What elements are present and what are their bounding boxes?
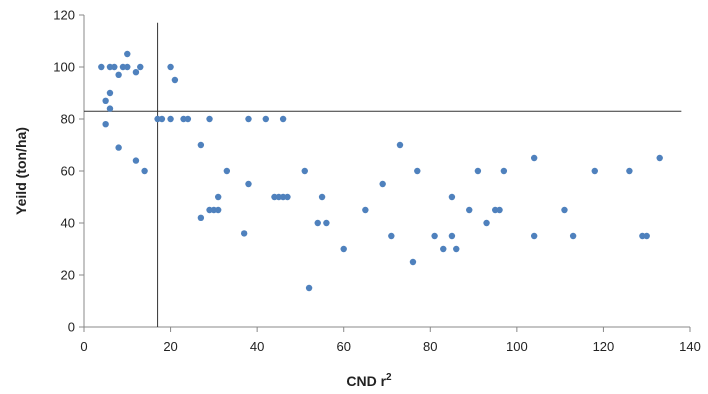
data-point [106,89,114,97]
data-point [591,167,598,175]
x-tick-label: 100 [506,339,528,354]
x-tick-label: 60 [336,339,350,354]
data-point [466,206,473,214]
y-tick-label: 0 [68,320,75,335]
data-point [448,232,456,240]
x-axis-title: CND r2 [346,372,392,389]
data-point [124,63,131,71]
data-point [245,180,252,188]
data-point [279,115,287,123]
x-tick-label: 20 [163,339,177,354]
x-tick-label: 40 [250,339,264,354]
data-point [483,219,490,227]
data-point [496,206,503,214]
y-tick-label: 120 [53,8,75,23]
data-point [197,141,205,149]
data-point [474,167,482,175]
data-point [626,167,633,175]
data-point [440,245,447,253]
data-point [414,167,421,175]
data-point [132,69,140,76]
data-point [500,167,508,175]
data-point [301,167,308,175]
data-point [106,105,114,112]
x-axis-title-text: CND r [346,373,386,389]
y-tick-label: 20 [61,268,75,283]
data-point [245,115,252,123]
data-point [102,121,109,128]
data-point [362,206,369,214]
data-point [379,180,386,188]
y-axis-title: Yeild (ton/ha) [13,127,29,215]
data-point [318,193,326,201]
data-point [409,258,417,266]
data-point [643,232,650,240]
x-tick-label: 120 [593,339,615,354]
data-points [98,50,663,292]
data-point [561,206,568,214]
data-point [314,219,321,227]
data-point [171,76,179,84]
data-point [115,144,122,151]
data-point [214,193,222,201]
x-tick-label: 80 [423,339,437,354]
data-point [98,63,105,71]
x-tick-label: 0 [80,339,87,354]
data-point [656,154,663,162]
data-point [284,193,291,201]
y-tick-label: 100 [53,60,75,75]
y-tick-label: 60 [61,164,75,179]
data-point [111,63,118,71]
data-point [124,50,131,58]
data-point [184,115,192,123]
data-point [262,115,269,123]
data-point [137,63,144,71]
data-point [305,284,313,292]
data-point [388,232,395,240]
data-point [206,115,213,123]
data-point [115,71,122,79]
data-point [569,232,577,240]
data-point [214,206,222,214]
data-point [102,97,109,105]
y-tick-label: 80 [61,112,75,127]
data-point [223,167,231,175]
data-point [158,115,166,123]
data-point [396,141,404,149]
data-point [197,214,205,221]
data-point [530,232,538,240]
data-point [340,245,347,253]
data-point [453,245,460,253]
data-point [240,230,248,237]
data-point [448,193,456,201]
x-axis: 0 20 40 60 80 100 120 140 [80,326,701,354]
data-point [323,219,330,227]
data-point [167,63,174,71]
reference-lines [84,22,682,327]
data-point [431,232,438,240]
data-point [132,157,140,164]
y-axis: 0 20 40 60 80 100 120 [53,8,85,335]
data-point [141,167,148,175]
y-tick-label: 40 [61,216,75,231]
data-point [167,115,174,123]
data-point [530,154,538,162]
x-tick-label: 140 [679,339,701,354]
x-axis-title-superscript: 2 [386,372,392,383]
